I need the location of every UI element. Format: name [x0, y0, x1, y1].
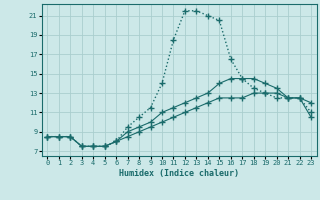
X-axis label: Humidex (Indice chaleur): Humidex (Indice chaleur) [119, 169, 239, 178]
